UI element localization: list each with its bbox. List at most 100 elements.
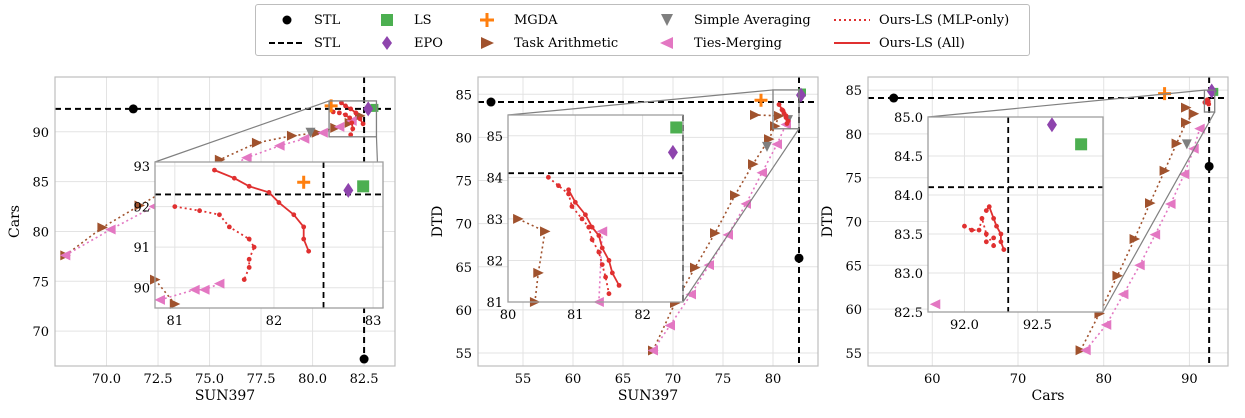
task-arithmetic-point bbox=[748, 159, 759, 170]
legend-entry-ours-all: Ours-LS (All) bbox=[833, 34, 965, 52]
legend-entry-simple-averaging: Simple Averaging bbox=[648, 11, 811, 29]
stl-point bbox=[359, 354, 369, 364]
ties-merging-point bbox=[1100, 319, 1112, 330]
epo-point bbox=[667, 144, 678, 160]
x-tick-label: 70 bbox=[665, 372, 682, 387]
task-arithmetic-point bbox=[134, 200, 145, 211]
ours-point bbox=[616, 282, 622, 288]
ours-point bbox=[991, 235, 997, 241]
task-arithmetic-point bbox=[169, 298, 181, 309]
zoom-connector bbox=[682, 128, 800, 303]
plot-frame bbox=[54, 76, 396, 367]
ties-merging-line bbox=[652, 124, 787, 351]
legend-entry-stl-line: STL bbox=[268, 34, 340, 52]
ours-point bbox=[217, 212, 222, 218]
inset-x-tick-label: 83 bbox=[365, 314, 382, 329]
x-tick-label: 65 bbox=[615, 372, 632, 387]
inset-zoom: 92.0 92.5 82.5 83.0 83.5 84.0 84.5 85.0 bbox=[894, 111, 1104, 333]
legend-label: Simple Averaging bbox=[694, 12, 811, 28]
solid-line-icon bbox=[834, 42, 870, 44]
y-axis-label: DTD bbox=[820, 206, 836, 238]
ties-merging-point bbox=[1149, 229, 1161, 240]
y-tick-label: 75 bbox=[32, 275, 49, 290]
task-arithmetic-point bbox=[1171, 138, 1183, 149]
task-arithmetic-line bbox=[64, 115, 361, 257]
ours-point bbox=[339, 100, 344, 106]
legend-label: Ours-LS (MLP-only) bbox=[879, 12, 1010, 28]
ties-merging-point bbox=[929, 299, 941, 310]
y-tick-label: 80 bbox=[455, 131, 472, 146]
inset-ours-mlp-only-line bbox=[964, 214, 995, 246]
task-arithmetic-point bbox=[1112, 270, 1123, 281]
x-tick-label: 70.0 bbox=[92, 372, 121, 387]
y-axis-label: Cars bbox=[7, 205, 23, 238]
zoom-region bbox=[772, 89, 800, 130]
legend-label: STL bbox=[314, 35, 341, 51]
mgda-point bbox=[297, 175, 311, 189]
ours-point bbox=[246, 265, 252, 270]
x-tick-label: 80.0 bbox=[298, 372, 327, 387]
simple-averaging-point bbox=[762, 141, 772, 152]
y-tick-label: 65 bbox=[455, 261, 472, 276]
ours-point bbox=[569, 204, 575, 209]
inset-x-tick-label: 82 bbox=[634, 308, 651, 323]
plot-frame bbox=[477, 76, 819, 367]
ties-merging-point bbox=[317, 127, 328, 138]
inset-y-tick-label: 82 bbox=[486, 254, 503, 269]
inset-y-tick-label: 90 bbox=[133, 282, 150, 297]
plot-frame bbox=[867, 76, 1229, 367]
ours-point bbox=[969, 227, 975, 233]
x-tick-label: 60 bbox=[565, 372, 582, 387]
ours-point bbox=[336, 110, 342, 116]
inset-frame bbox=[927, 116, 1104, 313]
y-tick-label: 60 bbox=[455, 304, 472, 319]
ties-merging-point bbox=[59, 250, 71, 261]
ours-point bbox=[212, 167, 217, 173]
ours-point bbox=[556, 183, 561, 189]
ours-point bbox=[566, 187, 571, 193]
task-arithmetic-point bbox=[513, 213, 524, 224]
ours-point bbox=[353, 110, 359, 116]
y-tick-label: 85 bbox=[455, 88, 472, 103]
ties-merging-point bbox=[105, 224, 116, 235]
ours-point bbox=[172, 204, 178, 210]
y-tick-label: 75 bbox=[455, 175, 472, 190]
ours-point bbox=[566, 191, 571, 197]
inset-y-tick-label: 85 bbox=[486, 130, 503, 145]
ties-merging-point bbox=[154, 294, 165, 305]
inset-x-tick-label: 92.5 bbox=[1023, 318, 1052, 333]
inset-y-tick-label: 83 bbox=[486, 213, 503, 228]
task-arithmetic-point bbox=[690, 262, 701, 273]
ours-point bbox=[197, 208, 203, 214]
epo-point bbox=[343, 182, 354, 198]
zoom-connector bbox=[154, 100, 330, 163]
ours-point bbox=[246, 183, 252, 189]
ours-point bbox=[589, 237, 595, 243]
ours-point bbox=[226, 224, 232, 230]
epo-point bbox=[363, 101, 374, 117]
inset-frame bbox=[154, 161, 384, 309]
inset-y-tick-label: 81 bbox=[486, 296, 503, 311]
inset-y-tick-label: 91 bbox=[133, 241, 150, 256]
inset-y-tick-label: 82.5 bbox=[894, 306, 923, 321]
simple-averaging-point bbox=[305, 127, 316, 138]
ties-merging-point bbox=[1165, 198, 1176, 209]
inset-y-tick-label: 83.5 bbox=[894, 228, 923, 243]
stl-point bbox=[889, 93, 899, 103]
task-arithmetic-point bbox=[1159, 165, 1171, 176]
x-tick-label: 82.5 bbox=[350, 372, 379, 387]
ours-point bbox=[266, 190, 272, 195]
triangle-right-marker-icon bbox=[481, 37, 494, 49]
ours-point bbox=[586, 224, 592, 230]
legend-label: LS bbox=[414, 12, 432, 28]
ours-point bbox=[343, 103, 348, 109]
inset-y-tick-label: 93 bbox=[133, 160, 150, 175]
ours-point bbox=[348, 106, 354, 112]
y-tick-label: 80 bbox=[32, 225, 49, 240]
legend-entry-epo: EPO bbox=[368, 34, 443, 52]
inset-background bbox=[155, 162, 383, 308]
legend-label: Task Arithmetic bbox=[514, 35, 619, 51]
ours-point bbox=[998, 231, 1004, 237]
legend-label: STL bbox=[314, 12, 341, 28]
